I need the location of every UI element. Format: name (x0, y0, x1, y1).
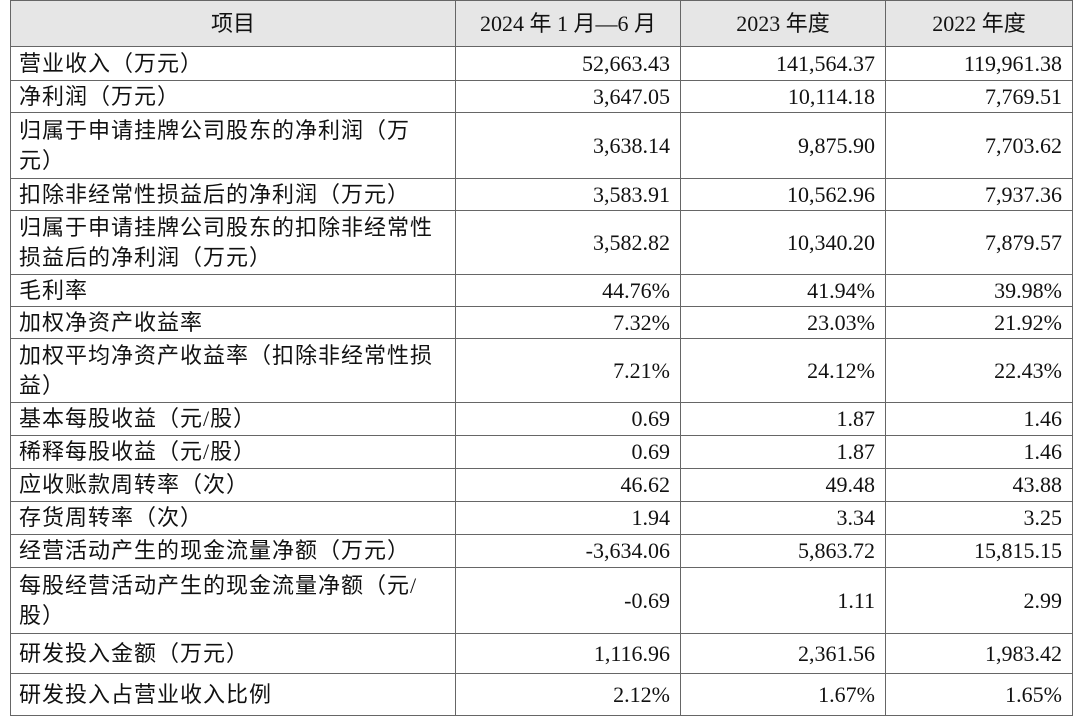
cell-value: 24.12% (680, 338, 886, 403)
row-label: 研发投入占营业收入比例 (10, 673, 456, 716)
cell-value: 43.88 (885, 468, 1073, 502)
table-row: 净利润（万元） 3,647.05 10,114.18 7,769.51 (10, 80, 1073, 113)
table-row: 加权净资产收益率 7.32% 23.03% 21.92% (10, 306, 1073, 339)
row-label: 毛利率 (10, 274, 456, 307)
cell-value: 1.11 (680, 567, 886, 634)
cell-value: 3,647.05 (455, 80, 681, 113)
cell-value: 7,937.36 (885, 178, 1073, 211)
cell-value: 1.87 (680, 402, 886, 436)
column-header: 2022 年度 (885, 0, 1073, 47)
cell-value: 7,769.51 (885, 80, 1073, 113)
cell-value: 10,114.18 (680, 80, 886, 113)
row-label: 应收账款周转率（次） (10, 468, 456, 502)
cell-value: 1.87 (680, 435, 886, 469)
table-row: 应收账款周转率（次） 46.62 49.48 43.88 (10, 468, 1073, 502)
column-header: 项目 (10, 0, 456, 47)
row-label: 扣除非经常性损益后的净利润（万元） (10, 178, 456, 211)
table-row: 扣除非经常性损益后的净利润（万元） 3,583.91 10,562.96 7,937.… (10, 178, 1073, 211)
cell-value: 21.92% (885, 306, 1073, 339)
row-label: 经营活动产生的现金流量净额（万元） (10, 534, 456, 568)
row-label: 归属于申请挂牌公司股东的净利润（万元） (10, 112, 456, 179)
cell-value: 3,582.82 (455, 210, 681, 275)
column-header: 2024 年 1 月—6 月 (455, 0, 681, 47)
table-row: 存货周转率（次） 1.94 3.34 3.25 (10, 501, 1073, 535)
cell-value: 5,863.72 (680, 534, 886, 568)
table-row: 研发投入金额（万元） 1,116.96 2,361.56 1,983.42 (10, 633, 1073, 674)
table-row: 研发投入占营业收入比例 2.12% 1.67% 1.65% (10, 673, 1073, 716)
row-label: 稀释每股收益（元/股） (10, 435, 456, 469)
table-body: 营业收入（万元） 52,663.43 141,564.37 119,961.38 净利润… (10, 46, 1073, 716)
cell-value: 1.94 (455, 501, 681, 535)
cell-value: 7.32% (455, 306, 681, 339)
cell-value: 2.99 (885, 567, 1073, 634)
row-label: 加权净资产收益率 (10, 306, 456, 339)
cell-value: 1.46 (885, 402, 1073, 436)
cell-value: 7.21% (455, 338, 681, 403)
cell-value: -0.69 (455, 567, 681, 634)
cell-value: 15,815.15 (885, 534, 1073, 568)
cell-value: 3.34 (680, 501, 886, 535)
cell-value: 41.94% (680, 274, 886, 307)
cell-value: 22.43% (885, 338, 1073, 403)
cell-value: 7,879.57 (885, 210, 1073, 275)
cell-value: 1.46 (885, 435, 1073, 469)
cell-value: 119,961.38 (885, 46, 1073, 81)
table-row: 归属于申请挂牌公司股东的扣除非经常性损益后的净利润（万元） 3,582.82 10,… (10, 210, 1073, 275)
cell-value: 52,663.43 (455, 46, 681, 81)
cell-value: 141,564.37 (680, 46, 886, 81)
table-row: 经营活动产生的现金流量净额（万元） -3,634.06 5,863.72 15,815… (10, 534, 1073, 568)
table-row: 毛利率 44.76% 41.94% 39.98% (10, 274, 1073, 307)
cell-value: 0.69 (455, 435, 681, 469)
cell-value: 46.62 (455, 468, 681, 502)
cell-value: 3,638.14 (455, 112, 681, 179)
cell-value: 7,703.62 (885, 112, 1073, 179)
row-label: 加权平均净资产收益率（扣除非经常性损益） (10, 338, 456, 403)
column-header: 2023 年度 (680, 0, 886, 47)
row-label: 净利润（万元） (10, 80, 456, 113)
row-label: 存货周转率（次） (10, 501, 456, 535)
cell-value: 1.67% (680, 673, 886, 716)
header-row: 项目 2024 年 1 月—6 月 2023 年度 2022 年度 (10, 0, 1073, 47)
table-row: 营业收入（万元） 52,663.43 141,564.37 119,961.38 (10, 46, 1073, 81)
table-row: 加权平均净资产收益率（扣除非经常性损益） 7.21% 24.12% 22.43% (10, 338, 1073, 403)
cell-value: 0.69 (455, 402, 681, 436)
cell-value: 2.12% (455, 673, 681, 716)
row-label: 归属于申请挂牌公司股东的扣除非经常性损益后的净利润（万元） (10, 210, 456, 275)
row-label: 研发投入金额（万元） (10, 633, 456, 674)
cell-value: 39.98% (885, 274, 1073, 307)
table-row: 归属于申请挂牌公司股东的净利润（万元） 3,638.14 9,875.90 7,703… (10, 112, 1073, 179)
cell-value: 3.25 (885, 501, 1073, 535)
row-label: 基本每股收益（元/股） (10, 402, 456, 436)
cell-value: 2,361.56 (680, 633, 886, 674)
cell-value: 1,116.96 (455, 633, 681, 674)
cell-value: 49.48 (680, 468, 886, 502)
table-row: 每股经营活动产生的现金流量净额（元/股） -0.69 1.11 2.99 (10, 567, 1073, 634)
cell-value: 9,875.90 (680, 112, 886, 179)
row-label: 营业收入（万元） (10, 46, 456, 81)
cell-value: 23.03% (680, 306, 886, 339)
cell-value: 10,562.96 (680, 178, 886, 211)
cell-value: 44.76% (455, 274, 681, 307)
table-row: 稀释每股收益（元/股） 0.69 1.87 1.46 (10, 435, 1073, 469)
row-label: 每股经营活动产生的现金流量净额（元/股） (10, 567, 456, 634)
financial-table: 项目 2024 年 1 月—6 月 2023 年度 2022 年度 营业收入（万元） 5… (10, 0, 1073, 716)
cell-value: 1.65% (885, 673, 1073, 716)
cell-value: 10,340.20 (680, 210, 886, 275)
table-row: 基本每股收益（元/股） 0.69 1.87 1.46 (10, 402, 1073, 436)
cell-value: -3,634.06 (455, 534, 681, 568)
cell-value: 1,983.42 (885, 633, 1073, 674)
cell-value: 3,583.91 (455, 178, 681, 211)
